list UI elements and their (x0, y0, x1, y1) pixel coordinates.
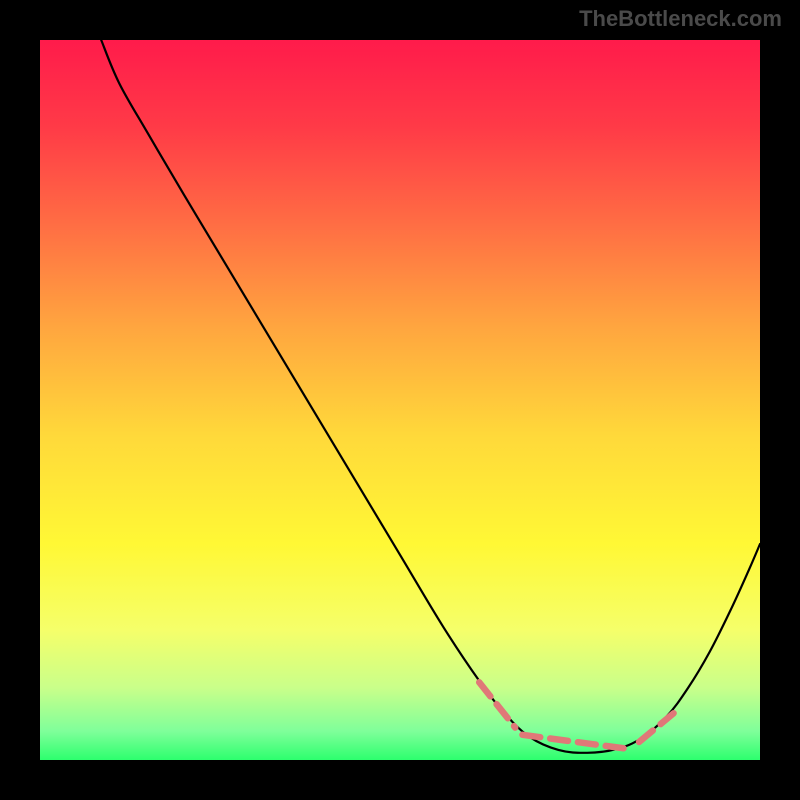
dashed-highlight-group (479, 682, 673, 749)
chart-curves (40, 40, 760, 760)
watermark-text: TheBottleneck.com (579, 6, 782, 32)
bottleneck-chart: TheBottleneck.com (0, 0, 800, 800)
plot-area (40, 40, 760, 760)
dashed-segment (479, 682, 515, 727)
main-curve (101, 40, 760, 753)
